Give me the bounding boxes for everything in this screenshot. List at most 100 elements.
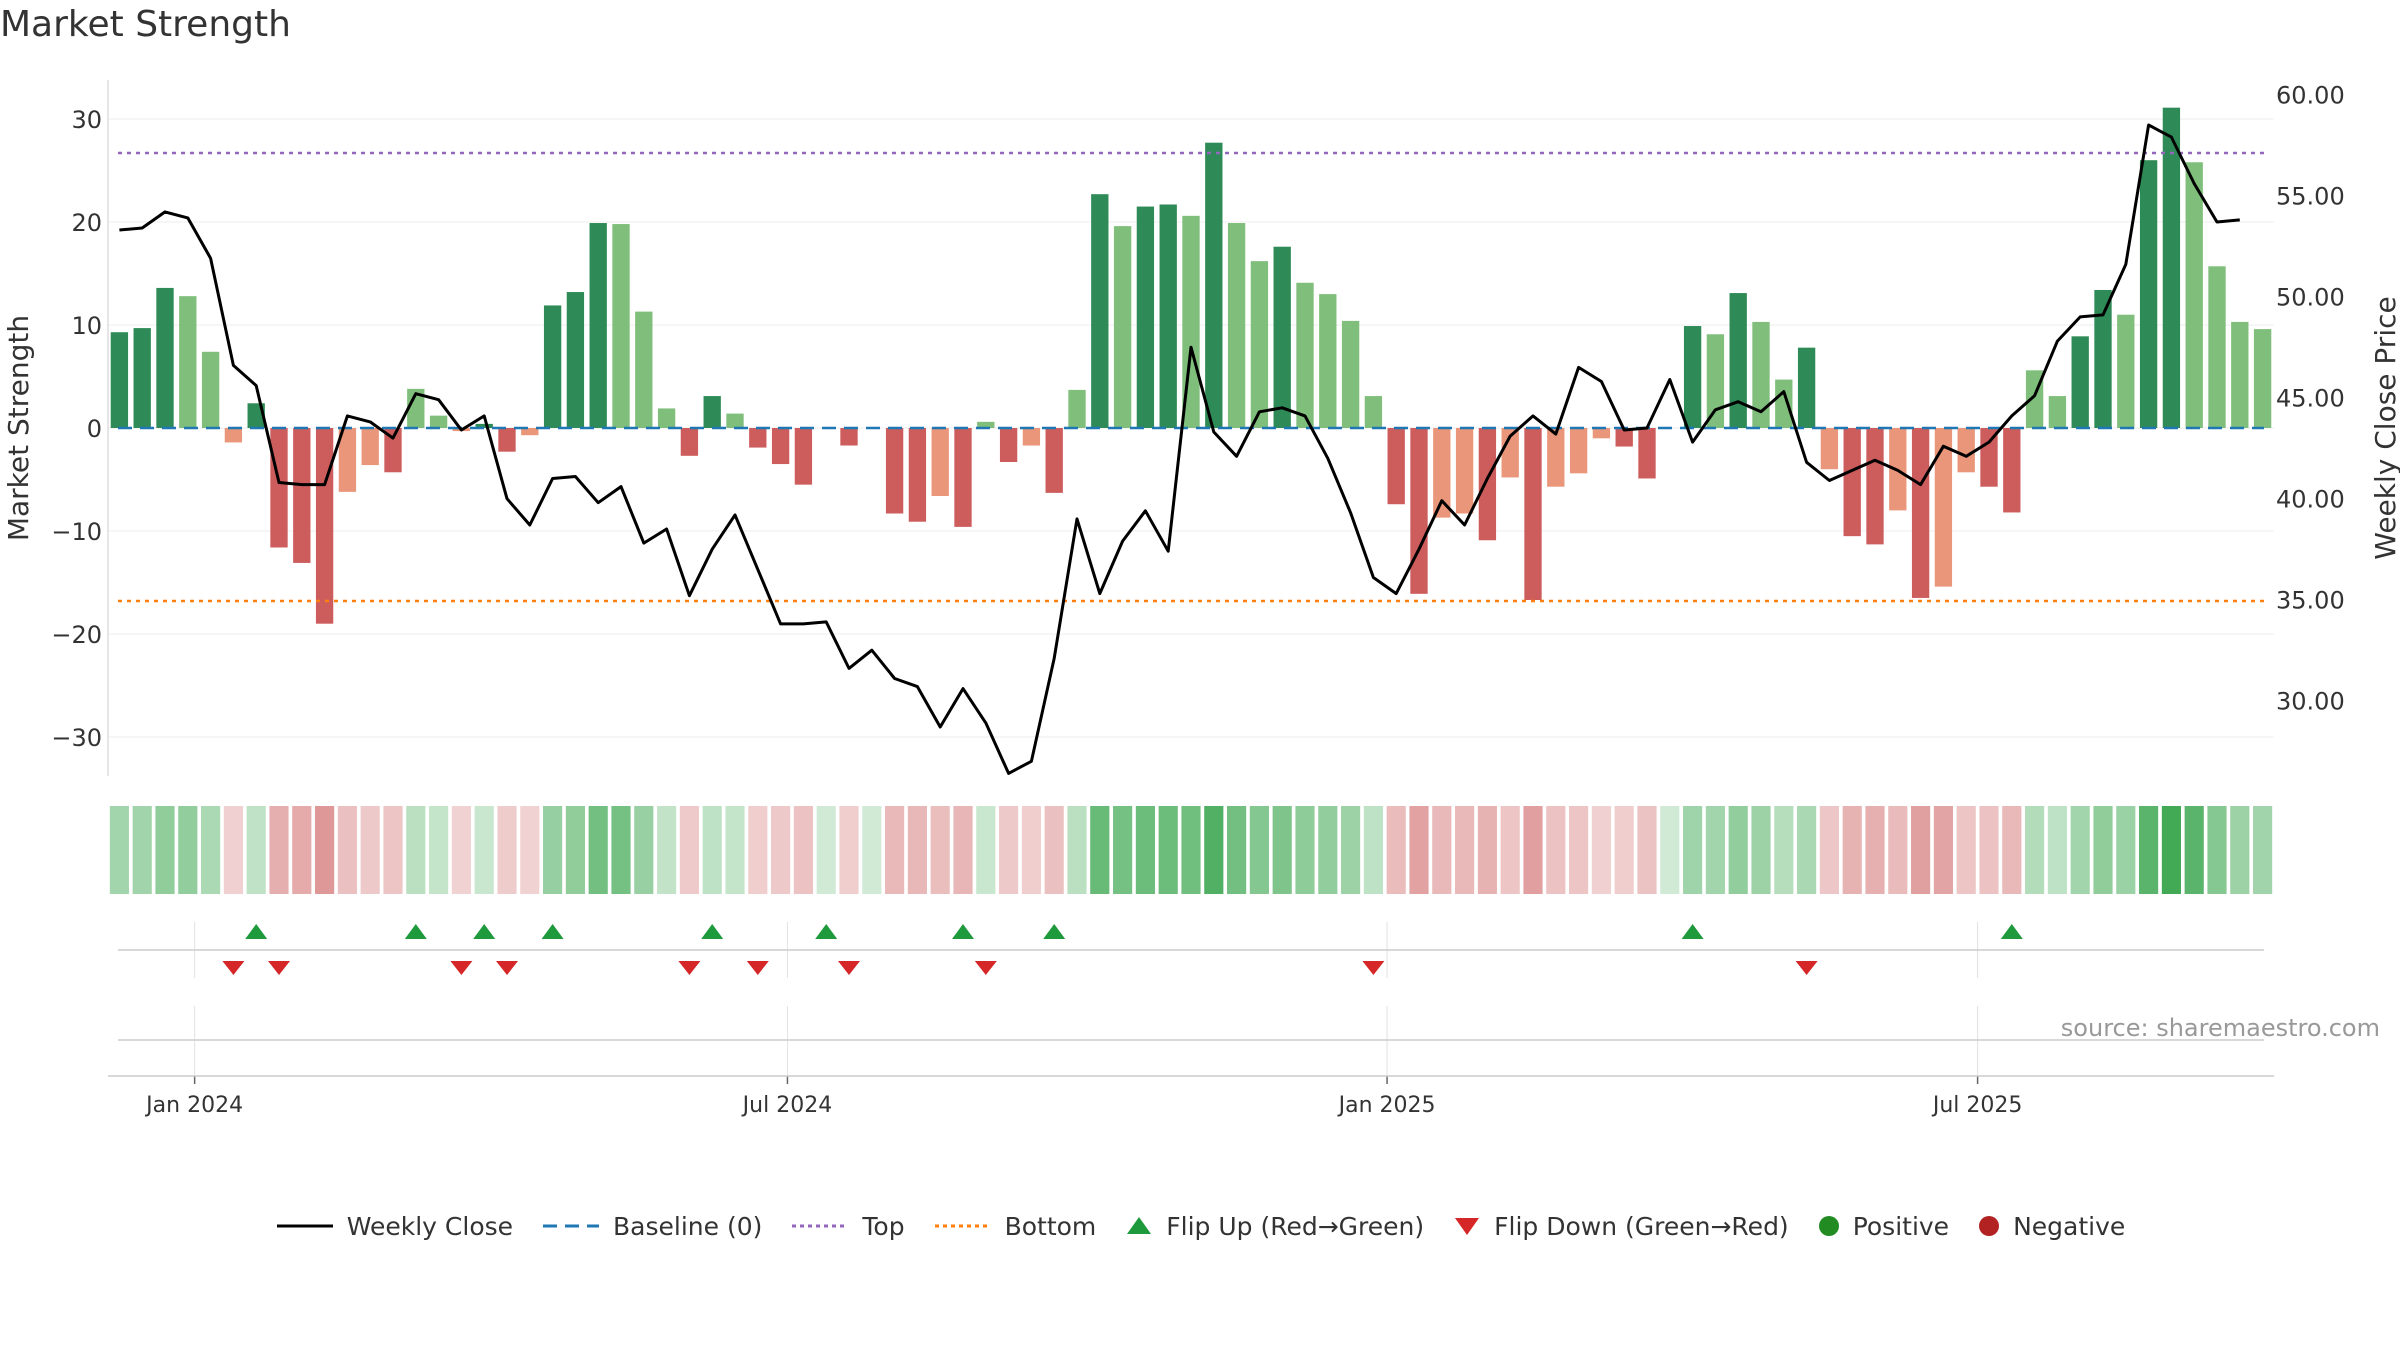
- heat-cell: [839, 806, 859, 894]
- strength-bar: [2185, 162, 2203, 428]
- strength-bar: [1547, 428, 1565, 487]
- strength-bar: [1319, 294, 1337, 428]
- heat-cell: [953, 806, 973, 894]
- heat-cell: [565, 806, 585, 894]
- strength-bar: [1410, 428, 1428, 594]
- heat-cell: [315, 806, 335, 894]
- flip-up-marker: [541, 924, 564, 939]
- strength-bar: [954, 428, 972, 527]
- heat-cell: [1113, 806, 1133, 894]
- heat-cell: [1295, 806, 1315, 894]
- flip-up-marker: [952, 924, 974, 939]
- heat-cell: [1181, 806, 1201, 894]
- y2-axis-title: Weekly Close Price: [2369, 296, 2400, 559]
- strength-bar: [2094, 289, 2112, 428]
- x-tick-label: Jul 2025: [1931, 1093, 2023, 1118]
- heat-cell: [1341, 806, 1361, 894]
- strength-bar: [1296, 282, 1314, 428]
- flip-up-marker: [2000, 924, 2023, 939]
- heat-cell: [793, 806, 813, 894]
- legend-label: Bottom: [1004, 1211, 1097, 1241]
- strength-bar: [498, 428, 516, 452]
- strength-bar: [977, 421, 995, 428]
- strength-bar: [2231, 321, 2249, 428]
- flip-up-marker: [1043, 924, 1066, 939]
- heat-cell: [201, 806, 221, 894]
- strength-bar: [612, 224, 630, 428]
- legend-label: Weekly Close: [346, 1211, 514, 1241]
- strength-bar: [1615, 428, 1633, 447]
- strength-bar: [1045, 428, 1063, 493]
- strength-bar: [1341, 320, 1360, 428]
- heat-cell: [2161, 806, 2181, 894]
- strength-bar: [680, 428, 699, 456]
- heat-cell: [1660, 806, 1680, 894]
- heat-cell: [383, 806, 403, 894]
- heat-cell: [862, 806, 882, 894]
- heat-cell: [907, 806, 927, 894]
- strength-bar: [566, 292, 585, 428]
- heat-cell: [1204, 806, 1224, 894]
- heat-cell: [360, 806, 380, 894]
- legend-item-bottom: Bottom: [933, 1211, 1097, 1241]
- heat-cell: [1728, 806, 1748, 894]
- strength-bar: [521, 428, 539, 436]
- heat-cell: [634, 806, 654, 894]
- strength-bar: [1638, 428, 1656, 479]
- source-label: source: sharemaestro.com: [2060, 1014, 2380, 1042]
- heat-cell: [497, 806, 517, 894]
- strength-bar: [1068, 389, 1086, 428]
- heat-cell: [657, 806, 677, 894]
- y2-tick-label: 50.00: [2276, 284, 2345, 312]
- heat-cell: [2207, 806, 2227, 894]
- heat-cell: [1067, 806, 1087, 894]
- heat-cell: [246, 806, 266, 894]
- y-tick-label: −10: [51, 518, 102, 546]
- flip-down-marker: [1795, 961, 1818, 975]
- strength-bar: [110, 332, 129, 428]
- axes: [107, 80, 2274, 1084]
- strength-bar: [1501, 428, 1519, 478]
- y2-tick-label: 35.00: [2276, 587, 2345, 615]
- heat-cell: [1591, 806, 1611, 894]
- legend-item-flip-up: Flip Up (Red→Green): [1124, 1212, 1424, 1241]
- heat-cell: [702, 806, 722, 894]
- chart-title: Market Strength: [0, 4, 291, 45]
- flip-down-marker: [746, 961, 769, 975]
- heat-cell: [269, 806, 289, 894]
- strength-bar: [1387, 428, 1405, 505]
- heat-cell: [588, 806, 608, 894]
- strength-bar: [179, 296, 197, 428]
- strength-bar: [201, 351, 220, 428]
- heat-cell: [474, 806, 494, 894]
- flip-up-marker: [404, 924, 427, 939]
- heat-cell: [2047, 806, 2067, 894]
- legend-label: Top: [862, 1211, 905, 1241]
- heat-cell: [1751, 806, 1771, 894]
- heat-cell: [1249, 806, 1269, 894]
- flip-up-marker: [701, 924, 724, 939]
- heat-cell: [292, 806, 312, 894]
- strength-bar: [2162, 107, 2181, 429]
- heat-cell: [1135, 806, 1155, 894]
- y-tick-label: 30: [71, 106, 102, 134]
- heat-cell: [2002, 806, 2022, 894]
- heat-cell: [771, 806, 791, 894]
- legend-item-flip-down: Flip Down (Green→Red): [1452, 1212, 1789, 1241]
- flip-up-marker: [1681, 924, 1704, 939]
- heat-cell: [429, 806, 449, 894]
- strength-bar: [1797, 347, 1816, 428]
- weekly-close-polyline: [119, 123, 2240, 775]
- strength-bar: [1683, 326, 1702, 428]
- strength-bar: [1934, 428, 1953, 587]
- legend-label: Flip Down (Green→Red): [1494, 1211, 1789, 1241]
- strength-bar: [1911, 428, 1930, 598]
- heat-cell: [1272, 806, 1292, 894]
- strength-bar: [1022, 428, 1041, 446]
- x-tick-label: Jan 2024: [144, 1093, 243, 1118]
- strength-bar: [1250, 261, 1269, 428]
- y-tick-label: 10: [71, 312, 102, 340]
- heat-cell: [2253, 806, 2273, 894]
- heat-cell: [1819, 806, 1839, 894]
- y2-tick-label: 60.00: [2276, 82, 2345, 110]
